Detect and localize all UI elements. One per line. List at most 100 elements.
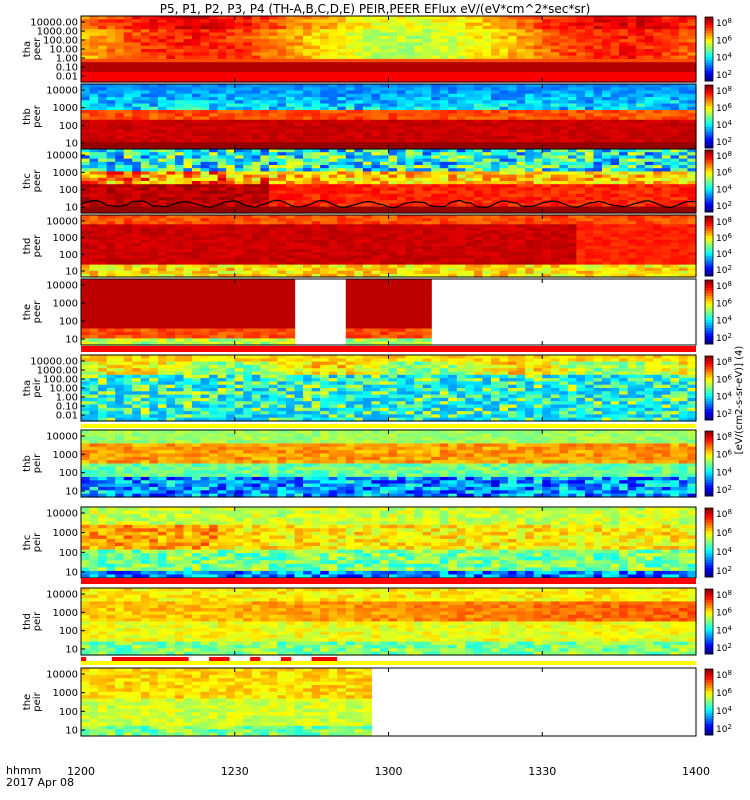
potential-line [80,199,696,209]
status-bar [209,657,230,661]
colorbar-tick-label: 108 [716,431,732,443]
y-axis-label: the [22,304,33,320]
y-tick-label: 10000 [46,86,78,97]
date-label: 2017 Apr 08 [6,776,75,789]
y-axis-label: peir [32,691,43,711]
y-tick-label: 10000 [46,217,78,228]
y-axis-label: thc [22,173,33,189]
colorbar-tick-label: 106 [716,102,732,114]
y-tick-label: 100 [59,250,78,261]
y-axis-label: peir [32,611,43,631]
colorbar-thb-peer: 108 106 104 102 [704,84,732,149]
x-tick-label: 1400 [682,765,710,778]
spectrogram-panel-the-peir: 10000 1000 100 10 the peir 108 106 104 102 [22,667,732,737]
status-bar [81,657,87,661]
colorbar-tick-label: 104 [716,705,732,717]
y-tick-label: 1000 [53,103,78,114]
colorbar-tick-label: 106 [716,297,732,309]
status-bar [311,657,338,661]
y-tick-label: 10 [65,267,78,278]
y-tick-label: 10000.00 [30,18,78,29]
spectrogram-panel-thb-peer: 10000 1000 100 10 thb peer 108 106 104 102 [22,83,732,150]
y-tick-label: 100 [59,185,78,196]
y-axis-label: peer [32,169,43,193]
colorbar-tick-label: 102 [716,264,732,276]
colorbar-the-peir: 108 106 104 102 [704,668,732,736]
y-axis-label: thd [22,613,33,630]
x-tick-label: 1300 [375,765,403,778]
y-tick-label: 100.00 [43,375,78,386]
y-tick-label: 100 [59,707,78,718]
status-bar [81,424,696,428]
y-tick-label: 10.00 [49,384,78,395]
y-axis-label: peer [32,234,43,258]
y-axis-label: peir [32,532,43,552]
y-axis-label: thb [22,108,33,125]
y-tick-label: 10000 [46,432,78,443]
colorbar-tick-label: 102 [716,332,732,344]
y-axis-label: thd [22,238,33,255]
y-tick-label: 10 [65,139,78,150]
colorbar-tick-label: 106 [716,449,732,461]
y-tick-label: 10000 [46,670,78,681]
y-tick-label: 100 [59,121,78,132]
colorbar-tick-label: 106 [716,607,732,619]
status-bar [81,346,696,352]
y-axis-label: peer [32,37,43,61]
spectrogram-panel-thd-peer: 10000 1000 100 10 thd peer 108 106 104 102 [22,214,732,278]
colorbar-tick-label: 104 [716,248,732,260]
y-tick-label: 10.00 [49,45,78,56]
y-axis-label: tha [22,380,33,396]
colorbar-tick-label: 102 [716,200,732,212]
y-tick-label: 1000 [53,608,78,619]
colorbar-tick-label: 102 [716,408,732,420]
colorbar-tick-label: 108 [716,280,732,292]
colorbar-tha-peir: 108 106 104 102 [704,355,732,421]
y-tick-label: 100 [59,317,78,328]
y-tick-label: 0.10 [56,402,78,413]
status-bar [280,657,292,661]
y-tick-label: 0.01 [56,72,78,83]
y-tick-label: 1.00 [56,393,78,404]
colorbar-tick-label: 106 [716,373,732,385]
time-axis-footer: hhmm 2017 Apr 08 [6,765,74,789]
status-bar [81,661,696,665]
colorbar-thc-peir: 108 106 104 102 [704,507,732,578]
y-tick-label: 10 [65,645,78,656]
colorbar-tick-label: 102 [716,565,732,577]
spectrogram-panel-thc-peer: 10000 1000 100 10 thc peer 108 106 104 102 [22,148,732,214]
colorbar-tick-label: 106 [716,232,732,244]
x-tick-label: 1230 [221,765,249,778]
y-tick-label: 1000 [53,168,78,179]
colorbar-the-peer: 108 106 104 102 [704,279,732,345]
x-tick-label: 1200 [67,765,95,778]
colorbar-tick-label: 102 [716,642,732,654]
y-tick-label: 10000 [46,151,78,162]
y-tick-label: 100.00 [43,36,78,47]
colorbar-tick-label: 106 [716,527,732,539]
plot-title: P5, P1, P2, P3, P4 (TH-A,B,C,D,E) PEIR,P… [159,2,591,16]
x-tick-label: 1330 [528,765,556,778]
colorbar-unit-label: [eV/(cm2-s-sr-eV)] (4) [734,346,745,455]
colorbar-tick-label: 108 [716,17,732,29]
y-tick-label: 10000 [46,281,78,292]
y-tick-label: 100 [59,548,78,559]
colorbar-tick-label: 108 [716,508,732,520]
colorbar-tick-label: 102 [716,723,732,735]
hhmm-label: hhmm [6,764,42,777]
colorbar-tick-label: 104 [716,624,732,636]
y-axis-label: thc [22,535,33,551]
colorbar-tick-label: 104 [716,52,732,64]
colorbar-thb-peir: 108 106 104 102 [704,430,732,497]
y-tick-label: 1.00 [56,54,78,65]
colorbar-tick-label: 102 [716,484,732,496]
y-tick-label: 0.01 [56,411,78,422]
y-tick-label: 1000.00 [37,27,78,38]
colorbar-thc-peer: 108 106 104 102 [704,149,732,213]
y-tick-label: 10 [65,487,78,498]
colorbar-tha-peer: 108 106 104 102 [704,16,732,82]
y-tick-label: 10 [65,335,78,346]
colorbar-tick-label: 108 [716,216,732,228]
